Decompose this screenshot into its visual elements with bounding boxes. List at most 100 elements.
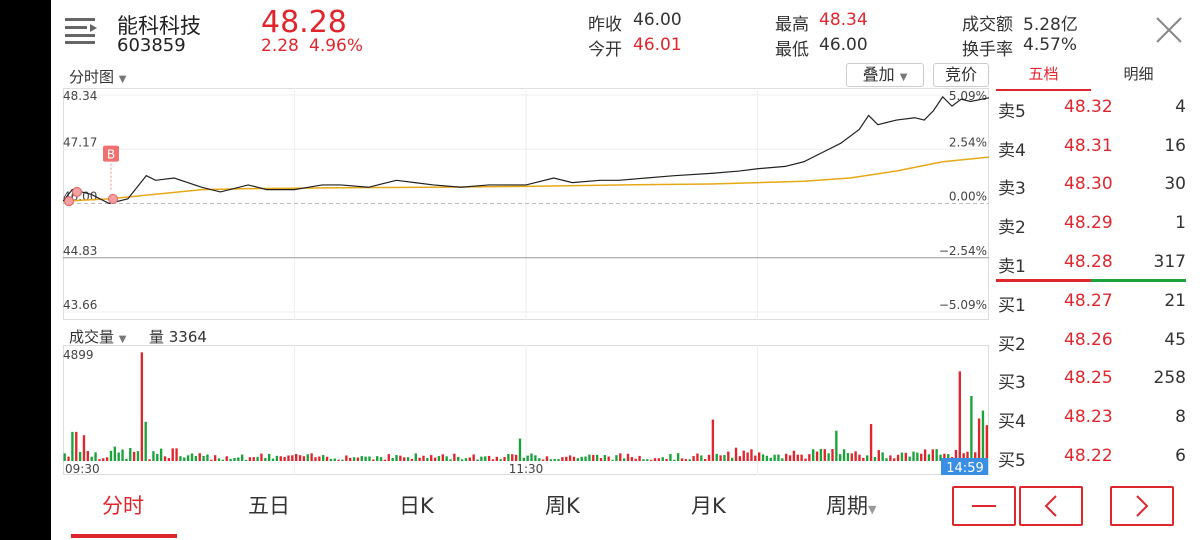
- price-change: 2.28: [261, 36, 299, 56]
- volume-value: 量 3364: [149, 328, 207, 346]
- buy-marker-badge[interactable]: [103, 145, 119, 162]
- volume-bar: [356, 457, 360, 461]
- bid-row[interactable]: 买2 48.26 45: [996, 322, 1186, 360]
- volume-bar: [491, 459, 495, 461]
- price-tick-label: 43.66: [63, 298, 97, 312]
- volume-bar: [480, 456, 483, 461]
- volume-bar: [183, 457, 186, 461]
- volume-bar: [233, 458, 236, 461]
- volume-dropdown[interactable]: 成交量 ▼: [69, 326, 127, 347]
- tab-weekly-k[interactable]: 周K: [545, 494, 580, 518]
- last-price: 48.28: [261, 5, 347, 40]
- tab-period[interactable]: 周期▼: [826, 490, 876, 520]
- volume-bar: [974, 452, 977, 461]
- volume-bar: [858, 454, 861, 461]
- volume-bar: [669, 454, 672, 461]
- prev-button[interactable]: [1019, 486, 1083, 526]
- volume-bar: [835, 430, 838, 461]
- volume-bar: [653, 458, 657, 461]
- ask-row[interactable]: 卖1 48.28 317: [996, 244, 1186, 282]
- volume-bar: [387, 454, 390, 461]
- volume-bar: [264, 458, 267, 461]
- bid-volume: 8: [1175, 407, 1186, 428]
- volume-bar: [935, 449, 938, 461]
- volume-bar: [460, 459, 464, 461]
- volume-bar: [345, 455, 348, 461]
- volume-bar: [507, 454, 510, 461]
- bid-row[interactable]: 买3 48.25 258: [996, 360, 1186, 398]
- next-button[interactable]: [1110, 486, 1174, 526]
- tab-five-day[interactable]: 五日: [248, 494, 290, 518]
- volume-bar: [842, 449, 846, 461]
- pct-tick-label: −5.09%: [939, 298, 987, 312]
- auction-button[interactable]: 竞价: [933, 63, 989, 87]
- volume-bar: [646, 459, 649, 461]
- tab-detail[interactable]: 明细: [1091, 63, 1186, 89]
- volume-bar: [86, 451, 90, 461]
- ask-row[interactable]: 卖2 48.29 1: [996, 205, 1186, 243]
- volume-bar: [430, 455, 433, 461]
- volume-bar: [850, 453, 853, 461]
- intraday-price-chart[interactable]: 48.3447.1746.0044.8343.665.09%2.54%0.00%…: [63, 88, 989, 320]
- volume-bar: [769, 457, 772, 461]
- chart-mode-dropdown[interactable]: 分时图 ▼: [69, 66, 127, 87]
- volume-bar: [468, 457, 471, 461]
- volume-chart[interactable]: 4899 09:30 11:30 14:59: [63, 345, 989, 475]
- bid-row[interactable]: 买4 48.23 8: [996, 399, 1186, 437]
- volume-bar: [275, 455, 279, 461]
- tab-period-label: 周期: [826, 494, 868, 518]
- bid-price: 48.26: [1064, 329, 1113, 350]
- volume-bar: [981, 410, 985, 461]
- ask-row[interactable]: 卖5 48.32 4: [996, 89, 1186, 127]
- volume-bar: [985, 425, 988, 461]
- volume-bar: [661, 457, 664, 461]
- tab-five-levels[interactable]: 五档: [996, 63, 1091, 91]
- overlay-button[interactable]: 叠加 ▼: [846, 63, 924, 87]
- ask-row[interactable]: 卖3 48.30 30: [996, 166, 1186, 204]
- close-icon[interactable]: [1155, 16, 1183, 44]
- volume-bar: [240, 454, 244, 461]
- volume-bar: [534, 455, 537, 461]
- tab-daily-k[interactable]: 日K: [399, 494, 434, 518]
- bid-row[interactable]: 买5 48.22 6: [996, 438, 1186, 476]
- volume-bar: [927, 454, 931, 461]
- volume-bar: [676, 453, 680, 461]
- volume-bar: [734, 447, 738, 461]
- volume-bar: [611, 459, 614, 461]
- volume-bar: [804, 458, 807, 461]
- volume-bar: [808, 454, 811, 461]
- volume-bar: [190, 453, 194, 461]
- volume-bar: [121, 449, 124, 461]
- menu-icon[interactable]: [65, 16, 99, 44]
- minimize-button[interactable]: [952, 486, 1016, 526]
- volume-bar: [622, 458, 626, 461]
- volume-bar: [931, 449, 934, 461]
- volume-bar: [213, 455, 217, 461]
- chevron-down-icon: ▼: [899, 72, 908, 83]
- volume-bar: [352, 457, 356, 461]
- bid-level-label: 买5: [998, 450, 1026, 471]
- volume-bar: [962, 453, 965, 461]
- volume-bar: [514, 454, 518, 461]
- bid-price: 48.23: [1064, 407, 1113, 428]
- cursor-time-badge: [941, 458, 988, 475]
- volume-bar: [109, 450, 113, 461]
- volume-bar: [156, 453, 159, 461]
- volume-bar: [696, 453, 699, 461]
- volume-bar: [958, 371, 961, 461]
- tab-intraday[interactable]: 分时: [102, 494, 144, 518]
- volume-bar: [815, 451, 819, 461]
- ask-row[interactable]: 卖4 48.31 16: [996, 128, 1186, 166]
- average-price-line: [63, 156, 989, 202]
- bid-row[interactable]: 买1 48.27 21: [996, 283, 1186, 321]
- volume-bar: [939, 454, 942, 461]
- pct-tick-label: 2.54%: [949, 135, 987, 149]
- volume-bar: [723, 454, 726, 461]
- time-label-mid: 11:30: [509, 462, 544, 475]
- tab-monthly-k[interactable]: 月K: [691, 494, 726, 518]
- volume-bar: [839, 454, 842, 461]
- volume-bar: [877, 450, 880, 461]
- pct-tick-label: 0.00%: [949, 190, 987, 204]
- volume-bar: [893, 458, 896, 461]
- volume-bar: [615, 455, 618, 461]
